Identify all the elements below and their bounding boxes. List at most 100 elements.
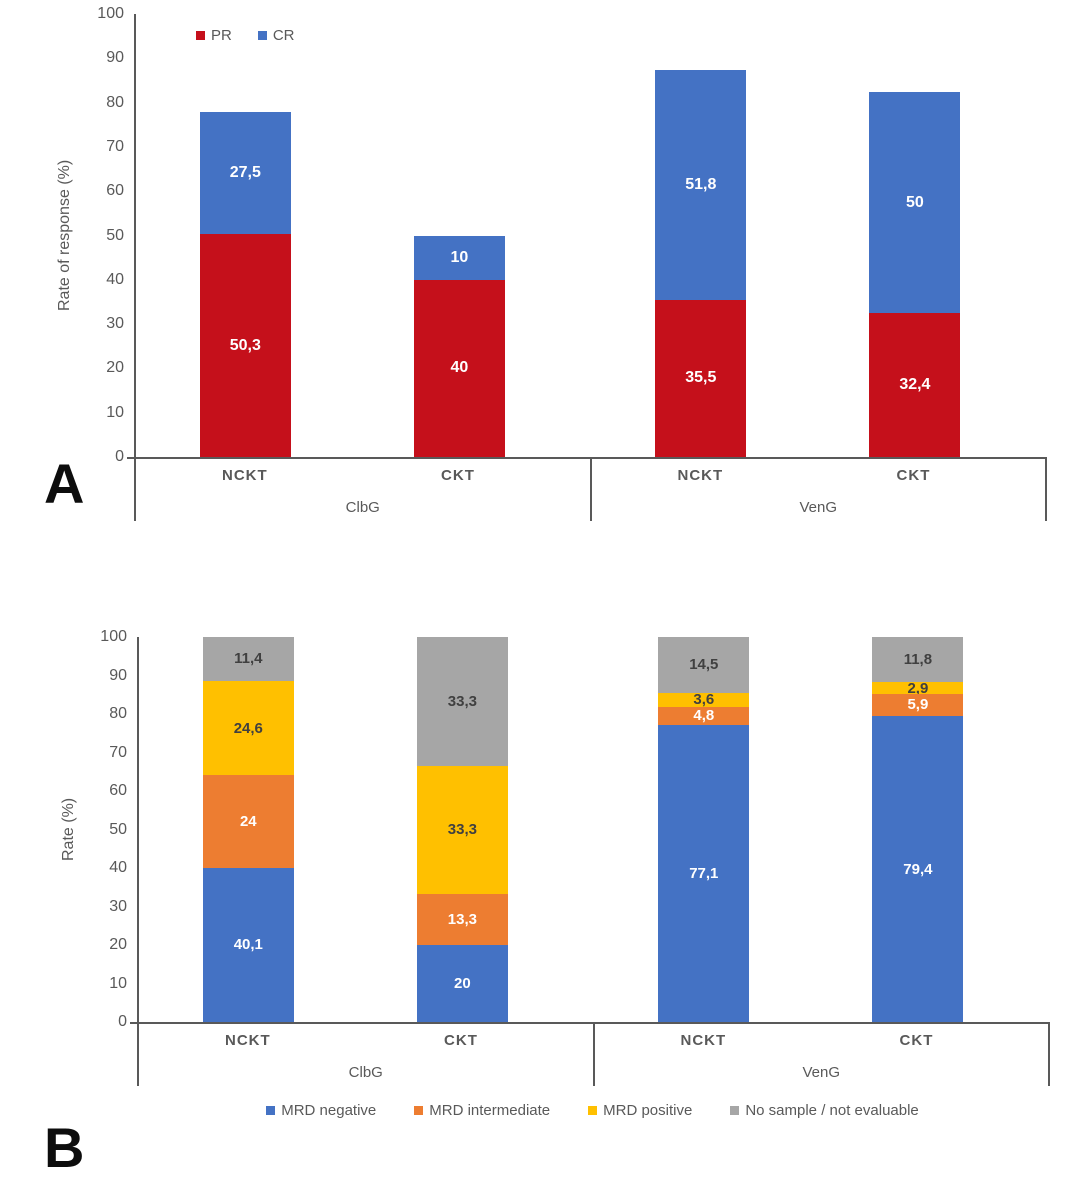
legend-swatch: [196, 31, 205, 40]
stacked-bar: 51,8 35,5: [655, 70, 747, 457]
bar-segment-cr: 10: [413, 235, 505, 280]
value-label: 3,6: [693, 691, 715, 709]
legend-item: MRD negative: [266, 1102, 376, 1119]
stacked-bar: 10 40: [413, 235, 505, 457]
bar-segment-cr: 27,5: [199, 112, 291, 235]
value-label: 14,5: [689, 656, 719, 674]
value-label: 32,4: [899, 376, 931, 394]
panel-a: Rate of response (%) 100 90 80 70 60 50 40 30 20…: [0, 0, 1089, 570]
category-label: CKT: [441, 467, 475, 484]
value-label: 50: [905, 193, 924, 211]
panel-letter: A: [44, 452, 85, 515]
bar-segment-pr: 50,3: [199, 234, 291, 457]
category-label: CKT: [896, 467, 931, 484]
stacked-bar: 33,3 33,3 13,3 20: [416, 637, 508, 1022]
y-axis-tick-labels: 100 90 80 70 60 50 40 30 20 10 0: [0, 5, 124, 465]
category-group: NCKT CKT VenG: [592, 459, 1047, 521]
group-label: ClbG: [348, 1064, 383, 1081]
category-group: NCKT CKT ClbG: [136, 459, 592, 521]
value-label: 50,3: [229, 336, 261, 354]
legend-label: MRD positive: [603, 1102, 693, 1119]
plot-area: 27,5 50,3 10 40 51,8 35,5 50 32,4: [127, 14, 1047, 459]
bar-segment-mrd-intermediate: 13,3: [416, 893, 508, 945]
y-tick-label: 90: [109, 666, 127, 684]
y-tick-label: 60: [106, 182, 124, 200]
panel-letter: B: [44, 1116, 85, 1179]
category-label: CKT: [444, 1032, 478, 1049]
category-label: NCKT: [221, 467, 268, 484]
legend-swatch: [588, 1106, 598, 1115]
value-label: 10: [450, 248, 469, 266]
value-label: 40,1: [233, 936, 263, 954]
category-axis: NCKT CKT ClbG NCKT CKT VenG: [134, 459, 1047, 521]
group-label: VenG: [799, 499, 838, 516]
y-tick-label: 100: [100, 628, 127, 645]
bar-segment-mrd-negative: 79,4: [872, 716, 964, 1023]
legend-item: CR: [257, 27, 295, 44]
bar-segment-pr: 32,4: [869, 313, 961, 457]
legend-item: MRD intermediate: [414, 1102, 550, 1119]
y-tick-label: 20: [109, 936, 127, 953]
bar-segment-pr: 40: [413, 279, 505, 457]
legend-label: No sample / not evaluable: [745, 1102, 919, 1119]
y-tick-label: 50: [106, 226, 124, 244]
bar-group: 11,4 24,6 24 40,1 33,3 33,3 13,3 20: [139, 637, 595, 1022]
bar-segment-mrd-negative: 40,1: [202, 867, 294, 1022]
plot-area: 11,4 24,6 24 40,1 33,3 33,3 13,3 20 14,5 3,6 4,8 77…: [130, 637, 1051, 1024]
bar-segment-mrd-intermediate: 5,9: [872, 693, 964, 717]
legend-label: PR: [211, 27, 232, 44]
y-tick-label: 30: [106, 315, 124, 333]
y-tick-label: 60: [109, 782, 127, 799]
bar-segment-no-sample-not-evaluable: 14,5: [658, 637, 750, 693]
legend-item: PR: [196, 27, 232, 44]
group-label: VenG: [802, 1064, 841, 1081]
y-tick-label: 90: [106, 49, 124, 67]
y-tick-label: 70: [106, 137, 124, 155]
bar-segment-mrd-positive: 24,6: [202, 680, 294, 776]
y-tick-label: 10: [109, 974, 127, 992]
value-label: 51,8: [685, 176, 717, 193]
legend-swatch: [730, 1106, 740, 1115]
legend: PR CR: [196, 27, 295, 44]
stacked-bar: 11,8 2,9 5,9 79,4: [872, 637, 964, 1023]
legend-label: MRD negative: [281, 1102, 377, 1119]
bar-segment-mrd-intermediate: 24: [202, 775, 294, 868]
value-label: 33,3: [447, 821, 477, 839]
y-tick-label: 40: [106, 270, 124, 288]
y-tick-label: 10: [106, 403, 124, 421]
category-group: NCKT CKT ClbG: [139, 1024, 595, 1086]
value-label: 2,9: [907, 679, 929, 697]
group-label: ClbG: [345, 499, 380, 516]
value-label: 20: [454, 975, 471, 992]
bar-segment-cr: 51,8: [655, 70, 747, 300]
value-label: 40: [450, 359, 469, 377]
category-label: NCKT: [680, 1032, 727, 1049]
legend-label: CR: [272, 27, 295, 44]
value-label: 77,1: [689, 865, 719, 883]
bar-segment-mrd-intermediate: 4,8: [658, 706, 750, 726]
value-label: 35,5: [685, 369, 717, 387]
value-label: 24,6: [233, 719, 263, 737]
stacked-bar: 11,4 24,6 24 40,1: [202, 637, 294, 1022]
value-label: 4,8: [693, 707, 715, 725]
y-tick-label: 50: [109, 820, 127, 838]
legend: MRD negative MRD intermediate MRD positive…: [137, 1102, 1048, 1119]
y-tick-label: 20: [106, 359, 124, 377]
bar-segment-mrd-positive: 2,9: [872, 679, 964, 697]
y-tick-label: 80: [109, 705, 127, 722]
legend-label: MRD intermediate: [429, 1102, 551, 1119]
bar-segment-mrd-positive: 33,3: [416, 765, 508, 894]
value-label: 11,8: [903, 651, 933, 669]
panel-b: Rate (%) 100 90 80 70 60 50 40 30 20 10 0 11,4 24,6…: [0, 600, 1089, 1200]
bar-segment-no-sample-not-evaluable: 33,3: [416, 637, 508, 766]
value-label: 5,9: [907, 696, 929, 714]
value-label: 11,4: [234, 650, 263, 668]
bar-group: 14,5 3,6 4,8 77,1 11,8 2,9 5,9 79,4: [595, 637, 1051, 1023]
stacked-bar: 50 32,4: [869, 91, 961, 457]
y-axis-tick-labels: 100 90 80 70 60 50 40 30 20 10 0: [0, 628, 127, 1030]
bar-segment-cr: 50: [869, 91, 961, 314]
value-label: 79,4: [903, 860, 933, 878]
legend-item: No sample / not evaluable: [730, 1102, 919, 1119]
category-group: NCKT CKT VenG: [595, 1024, 1050, 1086]
legend-swatch: [257, 31, 267, 40]
